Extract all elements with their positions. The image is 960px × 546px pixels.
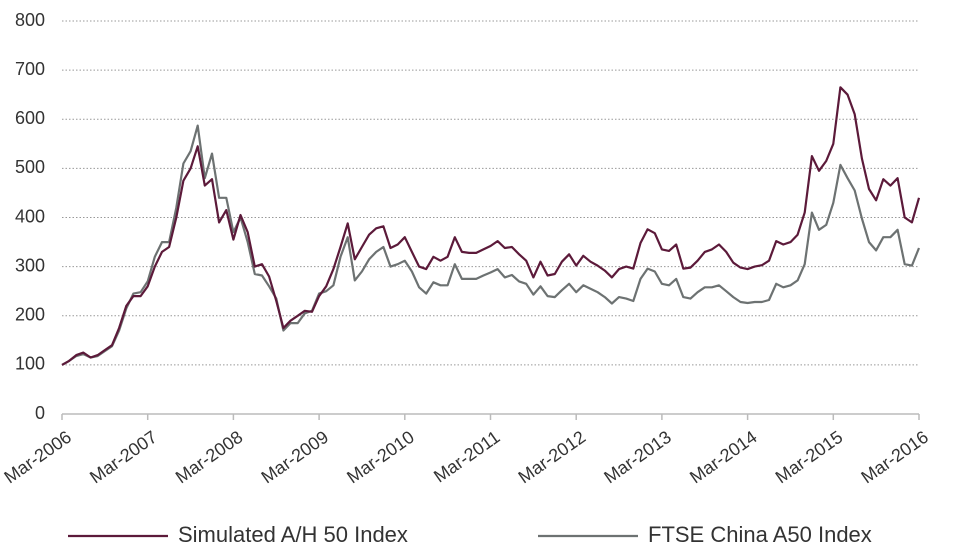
x-tick-label: Mar-2014 [686,427,761,488]
y-tick-label: 0 [35,403,45,423]
x-tick-label: Mar-2015 [772,427,847,488]
y-tick-label: 200 [15,305,45,325]
series-line [61,124,921,366]
x-tick-label: Mar-2012 [515,427,590,488]
y-tick-label: 300 [15,255,45,275]
x-tick-label: Mar-2010 [343,427,418,488]
y-tick-label: 600 [15,108,45,128]
y-tick-label: 800 [15,10,45,30]
x-tick-label: Mar-2016 [857,427,932,488]
y-tick-label: 700 [15,59,45,79]
x-tick-label: Mar-2008 [172,427,247,488]
x-tick-label: Mar-2009 [258,427,333,488]
y-tick-label: 400 [15,206,45,226]
y-tick-label: 500 [15,157,45,177]
legend-label: Simulated A/H 50 Index [178,522,408,546]
y-tick-label: 100 [15,354,45,374]
legend-label: FTSE China A50 Index [648,522,872,546]
series-line [61,86,921,366]
x-tick-label: Mar-2011 [430,427,503,487]
x-tick-label: Mar-2006 [0,427,75,488]
x-tick-label: Mar-2007 [86,427,161,488]
x-tick-label: Mar-2013 [600,427,675,488]
